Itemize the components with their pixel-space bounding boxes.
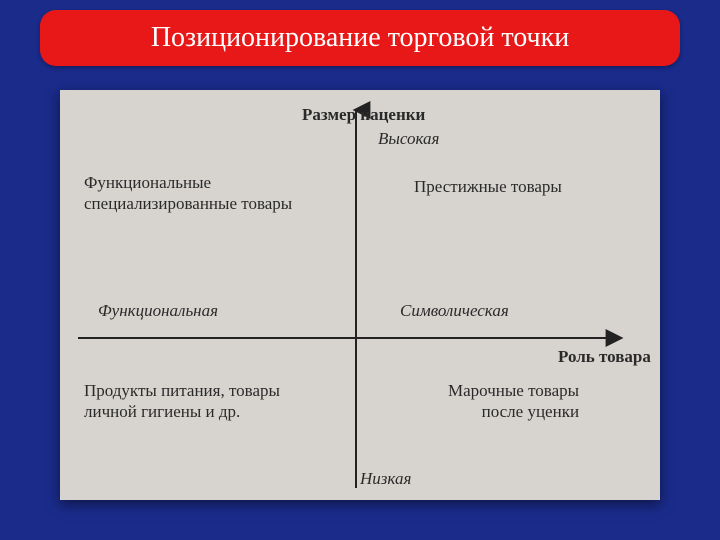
y-axis-high-label: Высокая <box>378 128 439 149</box>
y-axis-title: Размер наценки <box>302 104 425 125</box>
quadrant-diagram: Размер наценки Высокая Низкая Роль товар… <box>60 90 660 500</box>
quadrant-bottom-left: Продукты питания, товары личной гигиены … <box>84 380 280 423</box>
quadrant-bottom-right: Марочные товары после уценки <box>448 380 579 423</box>
q-br-line1: Марочные товары <box>448 381 579 400</box>
x-axis-left-label: Функциональная <box>98 300 218 321</box>
q-tl-line2: специализированные товары <box>84 194 292 213</box>
slide-title: Позиционирование торговой точки <box>151 22 569 54</box>
q-bl-line2: личной гигиены и др. <box>84 402 240 421</box>
q-br-line2: после уценки <box>482 402 579 421</box>
diagram-container: Размер наценки Высокая Низкая Роль товар… <box>60 90 660 500</box>
quadrant-top-left: Функциональные специализированные товары <box>84 172 292 215</box>
slide-header: Позиционирование торговой точки <box>40 10 680 66</box>
quadrant-top-right: Престижные товары <box>414 176 562 197</box>
q-tr-line1: Престижные товары <box>414 177 562 196</box>
y-axis-low-label: Низкая <box>360 468 411 489</box>
q-tl-line1: Функциональные <box>84 173 211 192</box>
axes-svg <box>60 90 660 500</box>
q-bl-line1: Продукты питания, товары <box>84 381 280 400</box>
x-axis-right-label: Символическая <box>400 300 509 321</box>
x-axis-title: Роль товара <box>558 346 651 367</box>
